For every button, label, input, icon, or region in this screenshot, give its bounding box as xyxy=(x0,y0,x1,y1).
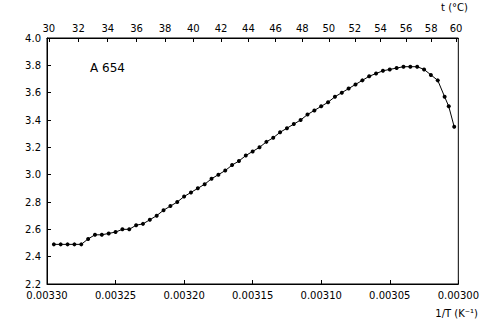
svg-text:36: 36 xyxy=(130,23,143,34)
svg-text:54: 54 xyxy=(374,23,387,34)
svg-text:0.00305: 0.00305 xyxy=(369,290,410,301)
svg-text:34: 34 xyxy=(101,23,114,34)
svg-text:2.6: 2.6 xyxy=(25,224,41,235)
svg-text:44: 44 xyxy=(242,23,255,34)
svg-text:48: 48 xyxy=(296,23,309,34)
svg-text:A 654: A 654 xyxy=(90,61,125,75)
svg-text:46: 46 xyxy=(269,23,282,34)
svg-text:42: 42 xyxy=(215,23,228,34)
svg-text:3.2: 3.2 xyxy=(25,142,41,153)
svg-text:1/T (K⁻¹): 1/T (K⁻¹) xyxy=(435,308,478,319)
svg-text:0.00325: 0.00325 xyxy=(95,290,136,301)
svg-text:3.8: 3.8 xyxy=(25,60,41,71)
svg-text:3.0: 3.0 xyxy=(25,169,41,180)
svg-text:40: 40 xyxy=(187,23,200,34)
svg-text:3.4: 3.4 xyxy=(25,115,41,126)
svg-text:3.6: 3.6 xyxy=(25,87,41,98)
svg-text:t (°C): t (°C) xyxy=(441,2,468,13)
svg-text:32: 32 xyxy=(72,23,85,34)
svg-text:56: 56 xyxy=(400,23,413,34)
svg-text:30: 30 xyxy=(42,23,55,34)
svg-text:2.4: 2.4 xyxy=(25,251,41,262)
svg-text:2.8: 2.8 xyxy=(25,197,41,208)
svg-text:38: 38 xyxy=(159,23,172,34)
svg-text:0.00330: 0.00330 xyxy=(26,290,67,301)
svg-text:2.2: 2.2 xyxy=(25,279,41,290)
svg-text:0.00315: 0.00315 xyxy=(232,290,273,301)
svg-text:50: 50 xyxy=(322,23,335,34)
svg-text:60: 60 xyxy=(450,23,463,34)
svg-text:4.0: 4.0 xyxy=(25,33,41,44)
svg-text:52: 52 xyxy=(348,23,361,34)
svg-text:0.00300: 0.00300 xyxy=(438,290,479,301)
svg-text:0.00310: 0.00310 xyxy=(301,290,342,301)
svg-text:0.00320: 0.00320 xyxy=(163,290,204,301)
svg-text:58: 58 xyxy=(425,23,438,34)
